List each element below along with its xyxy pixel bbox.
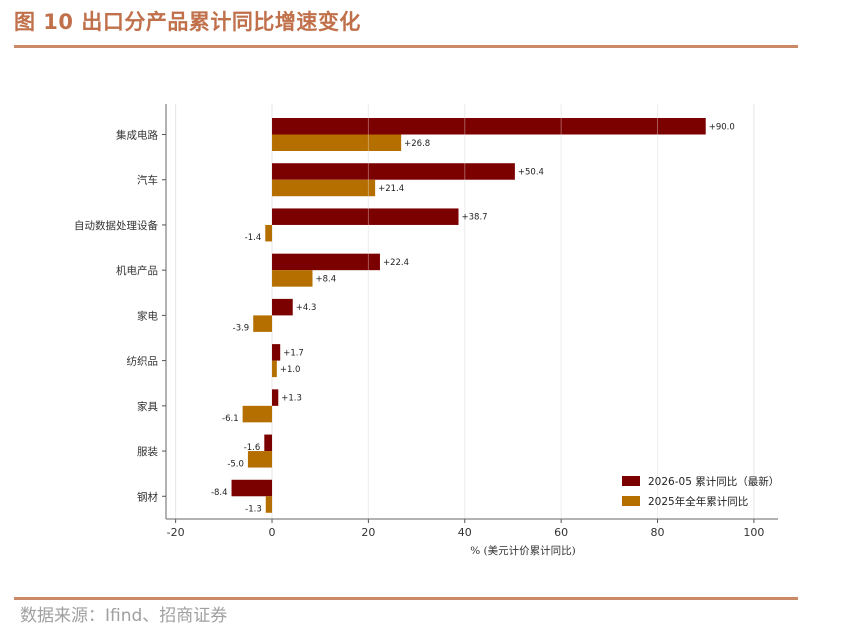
data-label: -1.6	[244, 443, 261, 453]
data-label: +90.0	[709, 122, 735, 132]
x-tick-label: 20	[361, 526, 375, 539]
title-rule	[14, 45, 798, 48]
bar	[272, 179, 376, 197]
category-label: 钢材	[137, 490, 158, 503]
bar	[231, 479, 273, 497]
source-note: 数据来源：Ifind、招商证券	[20, 606, 228, 626]
category-label: 集成电路	[116, 129, 158, 142]
bar	[272, 208, 459, 225]
data-label: -3.9	[233, 324, 250, 334]
bar	[265, 224, 273, 242]
data-label: -8.4	[211, 488, 228, 498]
data-label: +8.4	[315, 274, 336, 284]
bar	[272, 344, 281, 361]
legend-swatch	[622, 496, 640, 506]
bar	[247, 451, 273, 468]
data-label: +4.3	[296, 303, 317, 313]
bar	[265, 496, 273, 513]
legend-swatch	[622, 476, 640, 486]
bar	[272, 298, 293, 316]
bar	[272, 118, 706, 135]
bar	[272, 253, 380, 271]
x-axis-title: % (美元计价累计同比)	[470, 544, 576, 557]
x-tick-label: 80	[651, 526, 665, 539]
category-label: 家具	[137, 400, 158, 413]
data-label: -1.3	[245, 505, 262, 515]
x-tick-label: -20	[167, 526, 185, 539]
bar	[272, 270, 313, 287]
data-label: -5.0	[227, 459, 244, 469]
data-label: +1.0	[280, 365, 301, 375]
category-label: 家电	[137, 309, 158, 322]
data-label: +21.4	[378, 184, 404, 194]
bar	[272, 389, 279, 406]
data-label: -6.1	[222, 414, 239, 424]
data-label: -1.4	[245, 233, 262, 243]
labels: 集成电路 +90.0 +26.8 汽车 +50.4 +21.4 自动数据处理设备 +38.7 -…	[74, 122, 735, 514]
data-label: +1.7	[283, 348, 304, 358]
bar	[242, 405, 273, 423]
data-label: +26.8	[404, 139, 430, 149]
bar	[272, 134, 402, 151]
bar	[264, 434, 273, 452]
bar	[272, 163, 515, 180]
data-label: +22.4	[383, 258, 409, 268]
bar	[272, 360, 277, 378]
figure-title: 图 10 出口分产品累计同比增速变化	[14, 10, 361, 34]
x-tick-label: 40	[458, 526, 472, 539]
data-label: +38.7	[462, 213, 488, 223]
legend-label: 2026-05 累计同比（最新）	[648, 475, 779, 488]
legend: 2026-05 累计同比（最新） 2025年全年累计同比	[622, 475, 779, 508]
category-label: 机电产品	[116, 264, 158, 277]
axes: -20 0 20 40 60 80 100 % (美元计价累计同比)	[162, 104, 778, 557]
category-label: 自动数据处理设备	[74, 219, 158, 232]
bars	[231, 104, 706, 519]
category-label: 服装	[137, 445, 158, 458]
footer-rule	[14, 597, 798, 600]
data-label: +50.4	[518, 167, 544, 177]
category-label: 纺织品	[127, 355, 159, 368]
x-tick-label: 60	[554, 526, 568, 539]
bar	[253, 315, 273, 332]
legend-label: 2025年全年累计同比	[648, 495, 748, 508]
x-tick-label: 0	[269, 526, 276, 539]
x-tick-label: 100	[743, 526, 764, 539]
data-label: +1.3	[281, 394, 302, 404]
category-label: 汽车	[137, 174, 158, 187]
